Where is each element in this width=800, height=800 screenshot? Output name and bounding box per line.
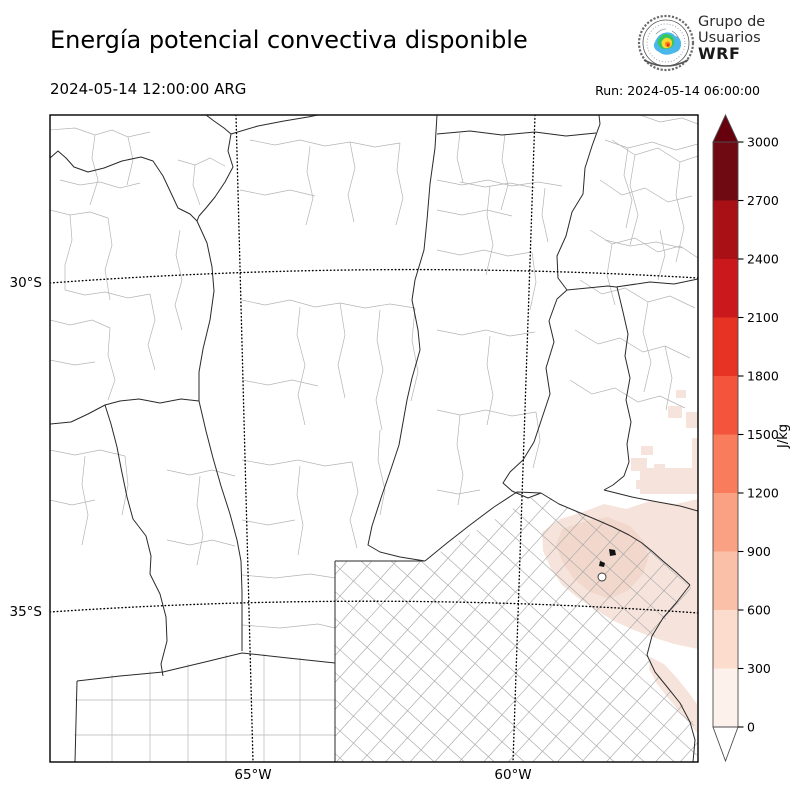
logo-line-2: Usuarios xyxy=(698,30,761,46)
colorbar-tick-label: 2100 xyxy=(747,310,779,325)
x-axis-label-60w: 60°W xyxy=(494,767,532,783)
colorbar-segment xyxy=(713,376,738,435)
colorbar-segment xyxy=(713,493,738,552)
colorbar-tick-label: 300 xyxy=(747,661,771,676)
colorbar-segment xyxy=(713,259,738,318)
logo-weather-blob xyxy=(653,28,681,55)
colorbar-under-arrow xyxy=(712,726,739,763)
city-marks xyxy=(597,549,616,582)
wrf-logo-badge xyxy=(637,14,695,72)
department-borders xyxy=(50,115,698,629)
lagoon-outline xyxy=(597,572,607,582)
colorbar-tick-label: 600 xyxy=(747,602,771,617)
colorbar-tick-label: 1800 xyxy=(747,368,779,383)
colorbar-tick-label: 3000 xyxy=(747,134,779,149)
colorbar-segment xyxy=(713,142,738,201)
colorbar-segment xyxy=(713,668,738,727)
colorbar-segment xyxy=(713,551,738,610)
y-axis-label-30s: 30°S xyxy=(9,275,43,291)
colorbar-unit-label: J/kg xyxy=(776,424,791,449)
province-borders xyxy=(50,115,698,762)
graticule-lines xyxy=(50,115,698,762)
colorbar-over-arrow xyxy=(712,113,739,143)
colorbar-segment xyxy=(713,200,738,259)
colorbar-segment xyxy=(713,317,738,376)
logo-line-1: Grupo de xyxy=(698,14,766,30)
colorbar-tick-label: 2700 xyxy=(747,193,779,208)
wrf-users-group-logo: Grupo de Usuarios WRF xyxy=(632,6,792,78)
valid-time-label: 2024-05-14 12:00:00 ARG xyxy=(50,80,247,98)
run-time-label: Run: 2024-05-14 06:00:00 xyxy=(595,83,760,98)
longitude-60w-line xyxy=(512,115,536,762)
buenos-aires-department-grid xyxy=(335,492,698,762)
la-pampa-department-grid xyxy=(74,651,335,762)
colorbar-segment xyxy=(713,610,738,669)
colorbar-tick-label: 1500 xyxy=(747,427,779,442)
colorbar-segment xyxy=(713,434,738,493)
colorbar-tick-label: 1200 xyxy=(747,485,779,500)
x-axis-label-65w: 65°W xyxy=(234,767,272,783)
y-axis-label-35s: 35°S xyxy=(9,604,43,620)
colorbar-tick-label: 900 xyxy=(747,544,771,559)
latitude-30s-line xyxy=(50,268,698,284)
colorbar: 0 300 600 900 1200 1500 1800 2100 2400 2700 3000 J/… xyxy=(712,113,791,763)
colorbar-tick-label: 2400 xyxy=(747,251,779,266)
latitude-35s-line xyxy=(50,600,698,614)
colorbar-tick-label: 0 xyxy=(747,719,755,734)
map-frame xyxy=(49,114,699,763)
logo-line-3: WRF xyxy=(698,44,741,63)
longitude-65w-line xyxy=(235,115,254,762)
page-title: Energía potencial convectiva disponible xyxy=(50,26,528,54)
